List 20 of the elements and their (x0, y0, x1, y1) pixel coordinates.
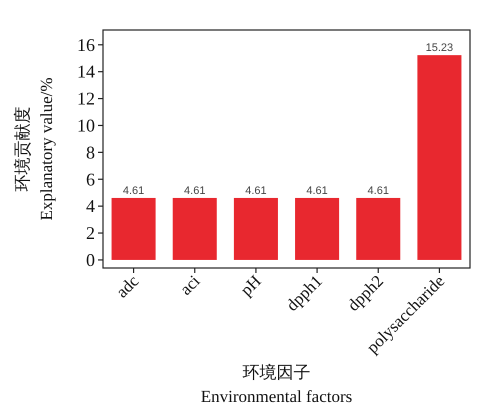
y-tick-label: 4 (86, 196, 95, 216)
x-tick-label: aci (176, 271, 204, 299)
x-tick-label: adc (112, 271, 143, 302)
y-tick-label: 8 (86, 142, 95, 162)
data-label: 4.61 (306, 184, 328, 197)
y-tick-label: 2 (86, 223, 95, 244)
data-label: 15.23 (426, 42, 454, 54)
y-tick-label: 14 (77, 62, 95, 82)
data-label: 4.61 (122, 184, 144, 197)
y-tick-label: 0 (86, 250, 95, 270)
y-tick-label: 10 (77, 115, 95, 136)
y-tick-label: 6 (86, 169, 95, 190)
data-label: 4.61 (184, 184, 206, 197)
y-axis-title: 环境贡献度 Explanatory value/% (13, 77, 56, 221)
x-axis-title: 环境因子 Environmental factors (200, 363, 352, 406)
x-tick-label: pH (236, 271, 265, 300)
data-label: 4.61 (368, 184, 389, 197)
y-tick-label: 12 (77, 88, 95, 109)
y-tick-label: 16 (77, 34, 95, 55)
data-label: 4.61 (245, 184, 267, 197)
